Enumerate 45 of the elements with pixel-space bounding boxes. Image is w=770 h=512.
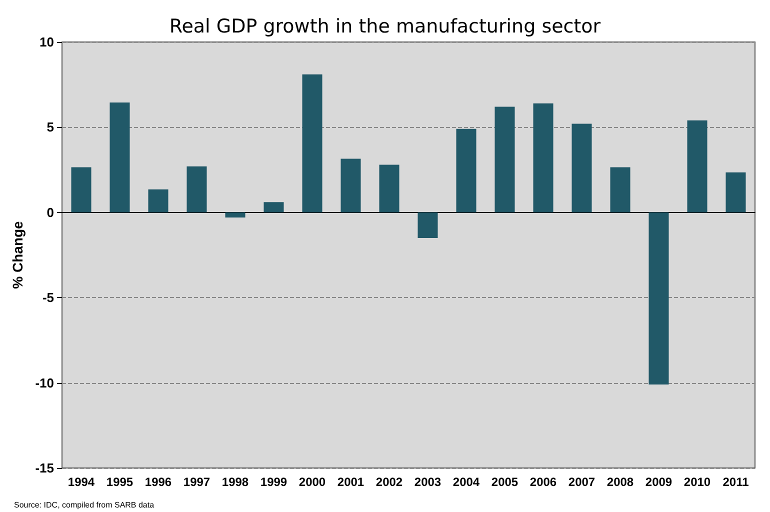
bar — [379, 164, 400, 212]
bar — [726, 172, 746, 212]
chart-title: Real GDP growth in the manufacturing sector — [169, 16, 601, 38]
bar — [225, 212, 246, 218]
x-tick-label: 1996 — [144, 475, 172, 489]
bar — [648, 212, 669, 385]
x-tick-label: 2000 — [298, 475, 326, 489]
bar — [110, 102, 130, 212]
bar — [610, 167, 630, 212]
y-tick-label: -5 — [42, 290, 54, 306]
bar — [340, 158, 361, 212]
bar — [302, 74, 322, 212]
x-tick-label: 2009 — [645, 475, 672, 489]
x-tick-label: 1998 — [222, 475, 249, 489]
bar — [687, 120, 708, 212]
bar — [71, 167, 92, 212]
bar — [572, 124, 592, 212]
source-note: Source: IDC, compiled from SARB data — [14, 500, 155, 510]
x-tick-label: 2007 — [568, 475, 596, 489]
x-tick-label: 1999 — [260, 475, 288, 489]
y-axis-title: % Change — [9, 220, 26, 289]
x-tick-label: 1994 — [68, 475, 95, 489]
x-tick-label: 1997 — [183, 475, 210, 489]
x-tick-label: 2001 — [337, 475, 364, 489]
y-tick-label: 5 — [46, 120, 54, 135]
bar — [456, 128, 476, 212]
y-tick-label: -15 — [35, 460, 54, 476]
x-tick-label: 2003 — [414, 475, 442, 489]
bar — [494, 106, 515, 212]
bar — [148, 189, 168, 212]
x-tick-label: 2005 — [491, 475, 518, 489]
x-tick-label: 2008 — [606, 475, 634, 489]
x-tick-label: 1995 — [106, 475, 134, 489]
x-tick-label: 2006 — [530, 475, 557, 489]
x-tick-label: 2010 — [684, 475, 711, 489]
y-tick-label: 10 — [40, 34, 54, 50]
x-tick-label: 2002 — [376, 475, 403, 489]
bar — [186, 166, 207, 212]
bar — [418, 212, 438, 238]
bar — [533, 103, 554, 212]
x-tick-label: 2004 — [452, 475, 480, 489]
y-tick-label: 0 — [46, 204, 54, 220]
bar — [264, 202, 284, 212]
x-tick-label: 2011 — [722, 475, 750, 489]
y-tick-label: -10 — [35, 375, 54, 390]
